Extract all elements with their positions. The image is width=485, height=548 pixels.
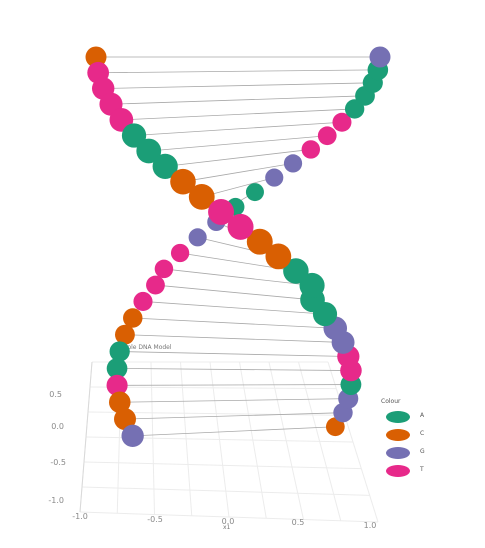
legend-label-C: C <box>420 430 424 437</box>
nucleotide-T <box>227 213 254 240</box>
legend-label-G: G <box>420 448 425 455</box>
nucleotide-T <box>317 126 337 146</box>
bond-line <box>132 426 336 437</box>
x-axis-ticks: -1.0 -0.5 0.0 0.5 1.0 <box>72 512 376 530</box>
nucleotide-T <box>170 243 190 263</box>
z-tick-label: -0.5 <box>50 458 66 467</box>
bond-line <box>165 149 311 167</box>
nucleotide-C <box>115 324 135 345</box>
nucleotide-A <box>109 341 130 362</box>
bond-line <box>163 268 313 286</box>
x-tick-label: -1.0 <box>72 512 88 521</box>
nucleotide-G <box>188 228 207 247</box>
legend-swatch-A <box>386 411 410 423</box>
grid-line <box>89 386 337 390</box>
bond-line <box>182 162 294 183</box>
bond-line <box>121 108 355 121</box>
legend-swatch-G <box>386 447 410 459</box>
nucleotide-G <box>283 154 303 173</box>
nucleotide-C <box>85 46 107 68</box>
nucleotide-A <box>283 258 309 284</box>
floor-grid <box>79 361 379 523</box>
base-pair-bonds <box>96 56 380 437</box>
bond-line <box>134 121 342 136</box>
legend-swatch-T <box>386 465 410 477</box>
bond-line <box>110 95 366 105</box>
nucleotide-A <box>136 138 162 164</box>
legend: Colour A C G T <box>381 398 425 477</box>
z-tick-label: 0.0 <box>51 422 64 431</box>
nucleotide-T <box>133 291 153 311</box>
z-tick-label: 0.5 <box>49 390 62 399</box>
legend-title: Colour <box>381 398 401 405</box>
nucleotide-A <box>344 99 365 119</box>
nucleotide-A <box>152 153 178 180</box>
bond-line <box>155 284 313 301</box>
grid-line <box>83 461 362 470</box>
bond-line <box>124 412 344 420</box>
nucleotide-T <box>106 374 128 396</box>
grid-line <box>81 486 370 496</box>
nucleotide-G <box>369 46 391 68</box>
nucleotide-T <box>301 140 321 159</box>
bond-line <box>132 317 336 329</box>
bond-line <box>117 368 351 371</box>
nucleotide-A <box>299 272 325 299</box>
nucleotide-A <box>106 358 128 379</box>
bond-line <box>103 82 373 89</box>
grid-line <box>79 511 379 523</box>
nucleotide-C <box>188 183 215 210</box>
bond-line <box>148 135 328 152</box>
z-axis-ticks: 0.5 0.0 -0.5 -1.0 <box>48 390 66 505</box>
nucleotide-C <box>108 391 131 414</box>
nucleotide-T <box>332 112 352 132</box>
bond-line <box>142 301 326 315</box>
x-tick-label: 1.0 <box>364 521 377 530</box>
bond-line <box>98 69 378 74</box>
x-axis-label: x1 <box>223 524 231 531</box>
x-tick-label: -0.5 <box>147 515 163 524</box>
bond-line <box>117 384 351 386</box>
nucleotide-C <box>265 243 292 270</box>
nucleotide-C <box>325 417 345 437</box>
nucleotide-C <box>123 308 143 328</box>
nucleotide-A <box>245 183 264 202</box>
legend-label-A: A <box>420 412 425 419</box>
nucleotides <box>85 46 391 448</box>
legend-label-T: T <box>419 466 424 473</box>
nucleotide-G <box>121 424 144 448</box>
bond-line <box>119 398 349 403</box>
nucleotide-C <box>170 168 196 195</box>
z-axis-line <box>79 361 93 513</box>
nucleotide-A <box>121 123 147 148</box>
nucleotide-G <box>265 168 284 187</box>
bond-line <box>124 334 344 343</box>
x-tick-label: 0.5 <box>292 518 305 527</box>
nucleotide-C <box>246 228 273 255</box>
nucleotide-T <box>146 275 165 295</box>
nucleotide-T <box>208 198 235 225</box>
chart-title: Simple DNA Model <box>116 344 172 351</box>
bond-line <box>119 351 349 357</box>
legend-swatch-C <box>386 429 410 441</box>
z-tick-label: -1.0 <box>48 496 64 505</box>
nucleotide-T <box>154 259 174 279</box>
x-tick-label: 0.0 <box>222 517 235 526</box>
nucleotide-C <box>114 408 136 431</box>
